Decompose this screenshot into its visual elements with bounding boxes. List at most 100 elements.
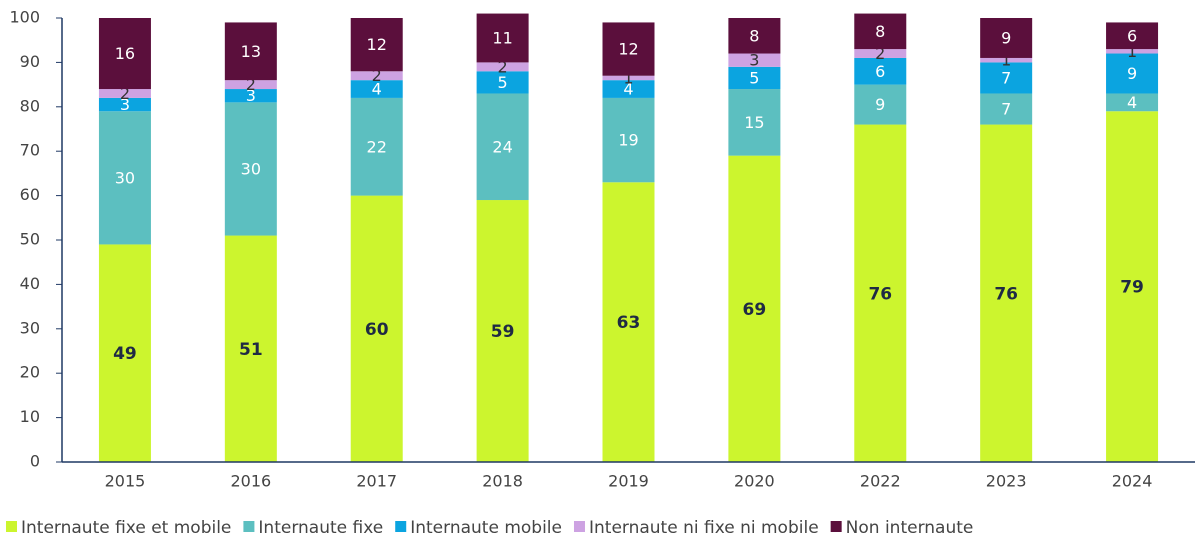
legend-swatch xyxy=(395,521,407,532)
data-label: 2 xyxy=(875,44,885,63)
bar-segment xyxy=(98,18,151,90)
data-label: 9 xyxy=(875,95,885,114)
data-label: 11 xyxy=(492,28,512,47)
data-label: 76 xyxy=(868,284,892,304)
data-label: 1 xyxy=(1127,42,1137,61)
bar-segment xyxy=(1106,93,1159,112)
data-label: 19 xyxy=(618,131,638,150)
bar-segment xyxy=(350,195,403,462)
bar-segment xyxy=(224,80,277,90)
y-tick-label: 0 xyxy=(30,452,40,471)
bar-segment xyxy=(602,75,655,81)
data-label: 5 xyxy=(749,68,759,87)
data-label: 3 xyxy=(246,86,256,105)
y-tick-label: 70 xyxy=(20,141,40,160)
data-label: 7 xyxy=(1001,100,1011,119)
data-label: 76 xyxy=(994,284,1018,304)
bar-segment xyxy=(602,182,655,462)
y-tick-label: 80 xyxy=(20,96,40,115)
data-label: 8 xyxy=(749,26,759,45)
x-tick-label: 2018 xyxy=(482,472,523,491)
bar-segment xyxy=(602,97,655,183)
data-label: 59 xyxy=(491,322,515,342)
data-label: 63 xyxy=(617,313,641,333)
bar-segment xyxy=(1106,53,1159,94)
data-label: 2 xyxy=(120,84,130,103)
bar-segment xyxy=(98,111,151,245)
data-label: 30 xyxy=(115,168,135,187)
bar-segment xyxy=(224,22,277,81)
data-label: 6 xyxy=(1127,26,1137,45)
bar-segment xyxy=(1106,22,1159,50)
x-tick-label: 2023 xyxy=(986,472,1027,491)
bar-segment xyxy=(98,89,151,98)
x-tick-label: 2017 xyxy=(356,472,397,491)
legend-label: Non internaute xyxy=(846,518,974,538)
bar-segment xyxy=(728,18,781,54)
data-label: 2 xyxy=(498,57,508,76)
x-tick-label: 2015 xyxy=(105,472,146,491)
bar-segment xyxy=(602,22,655,76)
data-label: 13 xyxy=(241,42,261,61)
x-tick-label: 2016 xyxy=(230,472,271,491)
legend-swatch xyxy=(573,521,585,532)
data-label: 51 xyxy=(239,340,263,360)
legend-swatch xyxy=(830,521,842,532)
data-label: 24 xyxy=(492,137,512,156)
data-label: 69 xyxy=(743,300,767,320)
legend-swatch xyxy=(243,521,255,532)
data-label: 16 xyxy=(115,44,135,63)
legend-label: Internaute fixe et mobile xyxy=(21,518,231,538)
y-tick-label: 10 xyxy=(20,407,40,426)
y-tick-label: 50 xyxy=(20,230,40,249)
y-tick-label: 20 xyxy=(20,363,40,382)
y-tick-label: 100 xyxy=(9,8,40,27)
data-label: 79 xyxy=(1120,278,1144,298)
bar-segment xyxy=(980,93,1033,125)
x-tick-label: 2024 xyxy=(1112,472,1153,491)
bar-segment xyxy=(476,93,529,201)
bar-segment xyxy=(1106,111,1159,463)
bar-segment xyxy=(980,124,1033,462)
data-label: 2 xyxy=(372,66,382,85)
y-tick-label: 90 xyxy=(20,52,40,71)
data-label: 9 xyxy=(1127,64,1137,83)
data-label: 4 xyxy=(1127,93,1137,112)
data-label: 1 xyxy=(623,68,633,87)
y-tick-label: 40 xyxy=(20,274,40,293)
y-tick-label: 60 xyxy=(20,185,40,204)
data-label: 12 xyxy=(618,40,638,59)
bar-segment xyxy=(350,80,403,98)
bar-segment xyxy=(98,244,151,462)
data-label: 49 xyxy=(113,344,137,364)
bar-segment xyxy=(224,102,277,236)
bar-segment xyxy=(980,62,1033,94)
bar-segment xyxy=(854,84,907,125)
data-label: 8 xyxy=(875,22,885,41)
bar-segment xyxy=(728,89,781,156)
data-label: 3 xyxy=(749,51,759,70)
data-label: 12 xyxy=(367,35,387,54)
bar-segment xyxy=(476,200,529,463)
bar-segment xyxy=(1106,49,1159,54)
legend-label: Internaute fixe xyxy=(258,518,383,538)
bar-segment xyxy=(98,97,151,112)
bar-segment xyxy=(224,89,277,103)
data-label: 2 xyxy=(246,75,256,94)
data-label: 60 xyxy=(365,320,389,340)
bar-segment xyxy=(854,13,907,50)
data-label: 22 xyxy=(367,137,387,156)
bar-segment xyxy=(854,49,907,58)
bar-segment xyxy=(476,13,529,63)
data-label: 30 xyxy=(241,159,261,178)
data-label: 15 xyxy=(744,113,764,132)
bar-segment xyxy=(728,155,781,462)
bar-segment xyxy=(980,18,1033,58)
data-label: 3 xyxy=(120,95,130,114)
bar-segment xyxy=(476,62,529,72)
data-label: 7 xyxy=(1001,68,1011,87)
legend-swatch xyxy=(6,521,17,532)
legend-label: Internaute mobile xyxy=(410,518,562,538)
y-tick-label: 30 xyxy=(20,318,40,337)
